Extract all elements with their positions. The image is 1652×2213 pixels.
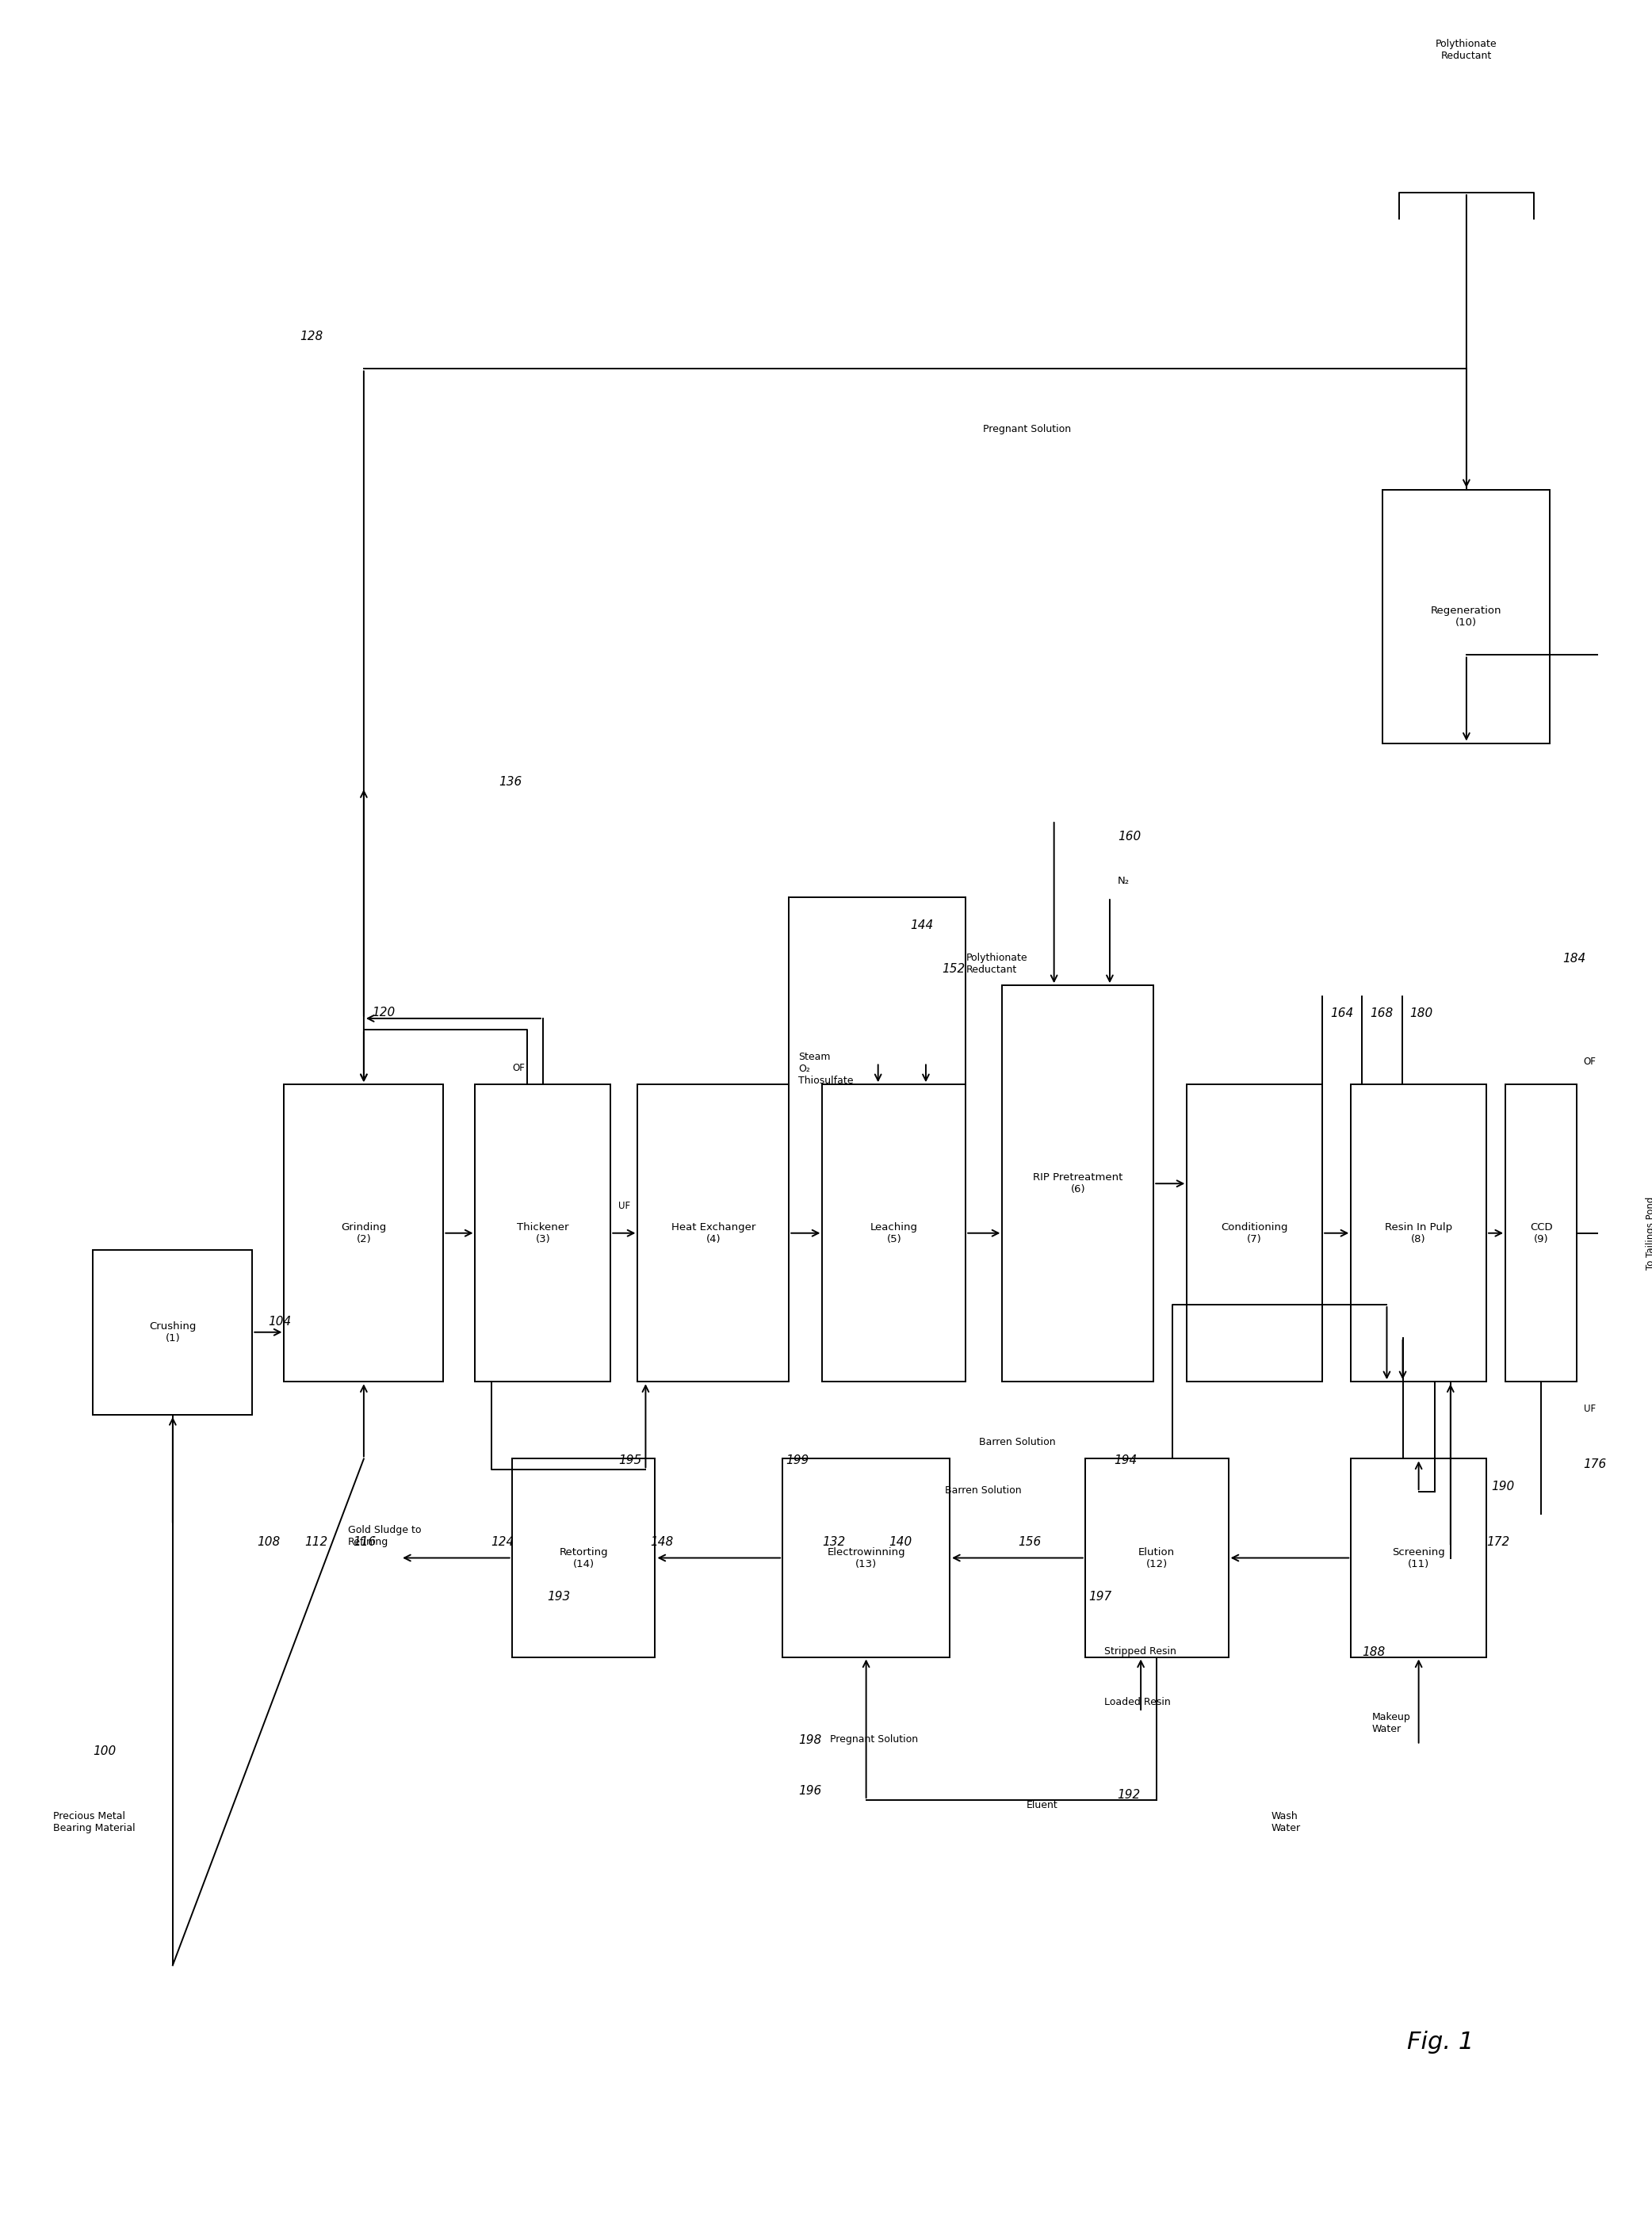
Text: 176: 176	[1584, 1458, 1607, 1472]
Text: Thickener
(3): Thickener (3)	[517, 1222, 568, 1244]
Text: Polythionate
Reductant: Polythionate Reductant	[966, 952, 1028, 974]
Text: 190: 190	[1492, 1480, 1515, 1494]
Text: Stripped Resin: Stripped Resin	[1104, 1646, 1176, 1655]
Text: Conditioning
(7): Conditioning (7)	[1221, 1222, 1289, 1244]
Text: Pregnant Solution: Pregnant Solution	[983, 425, 1072, 434]
Bar	[1085, 1458, 1229, 1658]
Text: 188: 188	[1363, 1646, 1386, 1658]
Bar	[823, 1084, 966, 1381]
Text: Polythionate
Reductant: Polythionate Reductant	[1436, 38, 1497, 60]
Text: RIP Pretreatment
(6): RIP Pretreatment (6)	[1032, 1173, 1123, 1195]
Text: 128: 128	[301, 330, 324, 343]
Text: Elution
(12): Elution (12)	[1138, 1547, 1175, 1569]
Text: Resin In Pulp
(8): Resin In Pulp (8)	[1384, 1222, 1452, 1244]
Text: 120: 120	[372, 1007, 395, 1018]
Text: To Tailings Pond: To Tailings Pond	[1645, 1197, 1652, 1270]
Text: Loaded Resin: Loaded Resin	[1104, 1697, 1171, 1706]
Bar	[1351, 1084, 1487, 1381]
Text: 198: 198	[798, 1735, 821, 1746]
Text: Barren Solution: Barren Solution	[980, 1436, 1056, 1447]
Text: 100: 100	[93, 1746, 116, 1757]
Text: 193: 193	[547, 1591, 570, 1602]
Text: Grinding
(2): Grinding (2)	[340, 1222, 387, 1244]
Text: 195: 195	[618, 1454, 641, 1467]
Text: Retorting
(14): Retorting (14)	[558, 1547, 608, 1569]
Text: 140: 140	[889, 1536, 912, 1547]
Text: 132: 132	[823, 1536, 846, 1547]
Text: Wash
Water: Wash Water	[1272, 1810, 1300, 1832]
Text: Makeup
Water: Makeup Water	[1371, 1713, 1411, 1735]
Text: Steam
O₂
Thiosulfate: Steam O₂ Thiosulfate	[798, 1051, 854, 1087]
Text: Fig. 1: Fig. 1	[1408, 2029, 1474, 2054]
Bar	[638, 1084, 790, 1381]
Text: N₂: N₂	[1118, 876, 1130, 885]
Text: 197: 197	[1089, 1591, 1112, 1602]
Bar	[284, 1084, 443, 1381]
Text: Screening
(11): Screening (11)	[1393, 1547, 1446, 1569]
Text: Gold Sludge to
Refining: Gold Sludge to Refining	[349, 1525, 421, 1547]
Text: 156: 156	[1018, 1536, 1041, 1547]
Bar	[1188, 1084, 1322, 1381]
Text: 194: 194	[1113, 1454, 1137, 1467]
Text: 184: 184	[1563, 952, 1586, 965]
Text: Heat Exchanger
(4): Heat Exchanger (4)	[671, 1222, 755, 1244]
Text: 148: 148	[651, 1536, 674, 1547]
Text: UF: UF	[618, 1202, 631, 1211]
Bar	[512, 1458, 656, 1658]
Text: 196: 196	[798, 1784, 821, 1797]
Text: 104: 104	[268, 1317, 291, 1328]
Text: 180: 180	[1409, 1007, 1432, 1020]
Bar	[1003, 985, 1153, 1381]
Text: 160: 160	[1118, 830, 1142, 843]
Text: Electrowinning
(13): Electrowinning (13)	[828, 1547, 905, 1569]
Text: Crushing
(1): Crushing (1)	[149, 1321, 197, 1343]
Text: 199: 199	[786, 1454, 809, 1467]
Text: OF: OF	[512, 1062, 525, 1073]
Text: 108: 108	[258, 1536, 281, 1547]
Text: CCD
(9): CCD (9)	[1530, 1222, 1553, 1244]
Text: Regeneration
(10): Regeneration (10)	[1431, 606, 1502, 628]
Text: 116: 116	[352, 1536, 375, 1547]
Text: Leaching
(5): Leaching (5)	[871, 1222, 919, 1244]
Text: 112: 112	[306, 1536, 329, 1547]
Text: 124: 124	[491, 1536, 514, 1547]
Text: 164: 164	[1330, 1007, 1353, 1020]
Text: Precious Metal
Bearing Material: Precious Metal Bearing Material	[53, 1810, 135, 1832]
Text: 168: 168	[1370, 1007, 1393, 1020]
Bar	[93, 1250, 253, 1414]
Text: UF: UF	[1584, 1403, 1596, 1414]
Bar	[1505, 1084, 1578, 1381]
Text: 192: 192	[1117, 1788, 1140, 1801]
Bar	[1383, 489, 1550, 744]
Bar	[783, 1458, 950, 1658]
Text: Pregnant Solution: Pregnant Solution	[831, 1735, 919, 1744]
Text: 152: 152	[942, 963, 965, 976]
Text: Barren Solution: Barren Solution	[945, 1485, 1021, 1496]
Bar	[476, 1084, 611, 1381]
Text: 172: 172	[1487, 1536, 1510, 1547]
Text: Eluent: Eluent	[1026, 1799, 1057, 1810]
Text: 144: 144	[910, 918, 933, 932]
Text: 136: 136	[499, 777, 522, 788]
Text: OF: OF	[1584, 1056, 1596, 1067]
Bar	[1351, 1458, 1487, 1658]
